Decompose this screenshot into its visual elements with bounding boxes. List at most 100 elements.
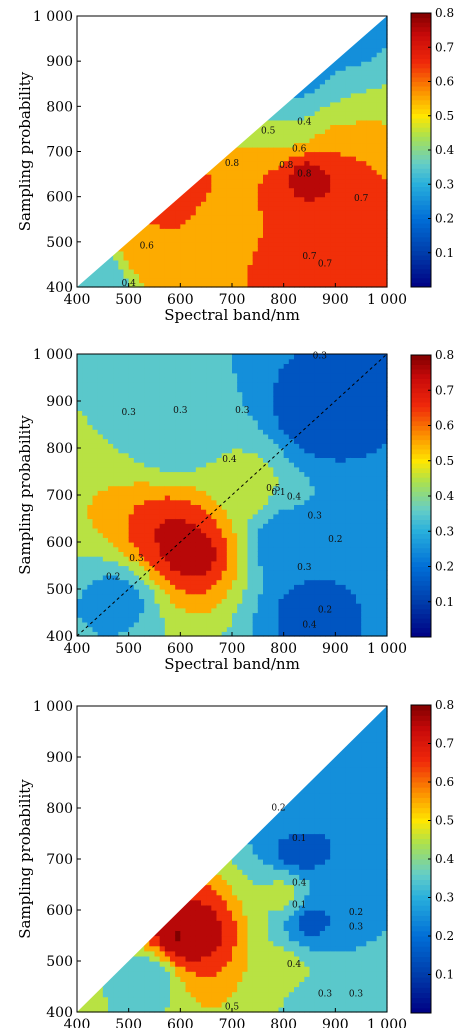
heatmap-cell — [133, 490, 140, 496]
heatmap-cell — [201, 178, 207, 184]
heatmap-cell — [170, 546, 176, 552]
heatmap-cell — [108, 471, 114, 477]
heatmap-cell — [340, 70, 347, 76]
heatmap-cell — [226, 273, 233, 279]
heatmap-cell — [278, 246, 285, 252]
heatmap-cell — [180, 532, 187, 538]
heatmap-cell — [118, 518, 125, 524]
heatmap-cell — [278, 187, 285, 193]
heatmap-cell — [268, 192, 274, 198]
heatmap-cell — [288, 579, 295, 585]
heatmap-cell — [330, 241, 336, 247]
heatmap-cell — [164, 495, 171, 501]
heatmap-cell — [190, 273, 197, 279]
heatmap-cell — [211, 354, 218, 360]
heatmap-cell — [226, 268, 233, 275]
heatmap-cell — [325, 178, 331, 184]
heatmap-cell — [350, 101, 357, 107]
heatmap-cell — [154, 264, 161, 270]
heatmap-cell — [201, 259, 207, 266]
heatmap-cell — [335, 192, 342, 198]
heatmap-cell — [376, 106, 383, 112]
heatmap-cell — [314, 523, 321, 529]
heatmap-cell — [314, 101, 321, 107]
heatmap-cell — [211, 509, 218, 515]
heatmap-cell — [340, 128, 347, 135]
heatmap-cell — [232, 386, 238, 393]
heatmap-cell — [268, 612, 274, 618]
heatmap-cell — [201, 187, 207, 193]
heatmap-cell — [92, 574, 99, 581]
heatmap-cell — [325, 372, 331, 379]
heatmap-cell — [263, 621, 269, 628]
heatmap-cell — [190, 560, 197, 567]
heatmap-cell — [133, 471, 140, 477]
heatmap-cell — [283, 415, 290, 421]
heatmap-cell — [299, 250, 305, 256]
heatmap-cell — [273, 509, 280, 515]
heatmap-cell — [128, 589, 135, 595]
heatmap-cell — [273, 192, 280, 198]
heatmap-cell — [366, 119, 373, 125]
heatmap-cell — [108, 621, 114, 628]
heatmap-cell — [180, 589, 187, 595]
heatmap-cell — [252, 542, 259, 548]
heatmap-cell — [108, 443, 114, 449]
heatmap-cell — [330, 485, 336, 491]
heatmap-cell — [113, 551, 119, 557]
heatmap-cell — [175, 277, 181, 284]
heatmap-cell — [257, 490, 264, 496]
heatmap-cell — [257, 452, 264, 458]
heatmap-cell — [159, 565, 166, 571]
heatmap-cell — [247, 232, 254, 238]
y-tick-label: 800 — [46, 99, 73, 115]
heatmap-cell — [170, 363, 176, 369]
heatmap-cell — [288, 250, 295, 256]
heatmap-cell — [226, 462, 233, 468]
heatmap-cell — [345, 237, 352, 243]
heatmap-cell — [139, 495, 145, 501]
heatmap-cell — [164, 205, 171, 211]
heatmap-cell — [268, 603, 274, 609]
heatmap-cell — [340, 259, 347, 266]
heatmap-cell — [113, 631, 119, 637]
heatmap-cell — [304, 165, 311, 171]
heatmap-cell — [190, 546, 197, 552]
heatmap-cell — [268, 560, 274, 567]
heatmap-cell — [371, 137, 378, 144]
heatmap-cell — [92, 354, 99, 360]
heatmap-cell — [283, 621, 290, 628]
heatmap-cell — [299, 448, 305, 454]
heatmap-cell — [180, 201, 187, 207]
heatmap-cell — [330, 579, 336, 585]
heatmap-cell — [87, 354, 94, 360]
heatmap-cell — [226, 485, 233, 491]
heatmap-cell — [180, 264, 187, 270]
heatmap-cell — [195, 452, 202, 458]
heatmap-cell — [252, 415, 259, 421]
heatmap-cell — [102, 556, 109, 562]
heatmap-cell — [113, 419, 119, 426]
heatmap-cell — [283, 128, 290, 135]
heatmap-cell — [180, 542, 187, 548]
heatmap-cell — [113, 354, 119, 360]
heatmap-cell — [252, 264, 259, 270]
heatmap-cell — [319, 471, 326, 477]
heatmap-cell — [180, 509, 187, 515]
heatmap-cell — [77, 631, 83, 637]
heatmap-cell — [288, 433, 295, 440]
heatmap-cell — [304, 457, 311, 463]
heatmap-cell — [263, 246, 269, 252]
heatmap-cell — [97, 607, 104, 614]
heatmap-cell — [149, 593, 156, 599]
heatmap-cell — [242, 137, 249, 144]
heatmap-cell — [149, 504, 156, 510]
heatmap-cell — [309, 504, 316, 510]
heatmap-cell — [345, 214, 352, 220]
heatmap-cell — [263, 133, 269, 139]
heatmap-cell — [371, 34, 378, 40]
heatmap-cell — [309, 223, 316, 229]
heatmap-cell — [170, 462, 176, 468]
heatmap-cell — [294, 178, 300, 184]
heatmap-cell — [211, 214, 218, 220]
